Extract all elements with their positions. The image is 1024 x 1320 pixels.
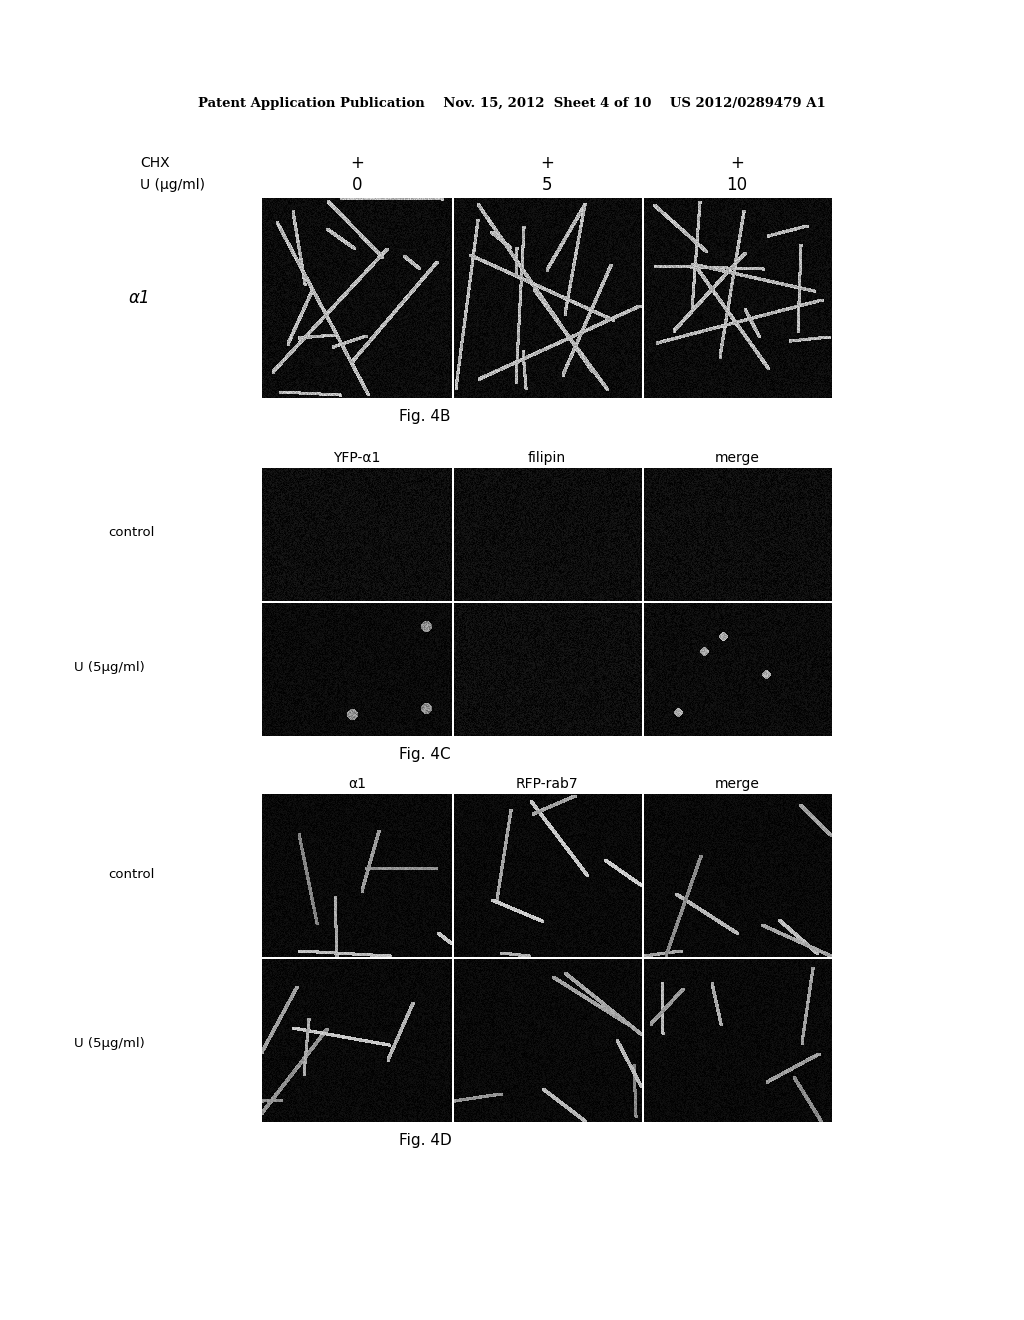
Text: +: + xyxy=(540,154,554,172)
Text: 0: 0 xyxy=(352,176,362,194)
Text: +: + xyxy=(350,154,364,172)
Text: YFP-α1: YFP-α1 xyxy=(334,451,381,465)
Text: α1: α1 xyxy=(348,777,366,791)
Text: merge: merge xyxy=(715,451,760,465)
Text: 5: 5 xyxy=(542,176,552,194)
Text: control: control xyxy=(109,867,155,880)
Text: filipin: filipin xyxy=(528,451,566,465)
Text: Fig. 4D: Fig. 4D xyxy=(398,1134,452,1148)
Text: merge: merge xyxy=(715,777,760,791)
Text: α1: α1 xyxy=(128,289,150,308)
Text: 10: 10 xyxy=(726,176,748,194)
Text: Fig. 4C: Fig. 4C xyxy=(399,747,451,763)
Text: Fig. 4B: Fig. 4B xyxy=(399,409,451,425)
Text: +: + xyxy=(730,154,744,172)
Text: RFP-rab7: RFP-rab7 xyxy=(516,777,579,791)
Text: U (μg/ml): U (μg/ml) xyxy=(140,178,205,191)
Text: U (5μg/ml): U (5μg/ml) xyxy=(75,1038,145,1051)
Text: control: control xyxy=(109,527,155,540)
Text: Patent Application Publication    Nov. 15, 2012  Sheet 4 of 10    US 2012/028947: Patent Application Publication Nov. 15, … xyxy=(198,98,826,111)
Text: CHX: CHX xyxy=(140,156,170,170)
Text: U (5μg/ml): U (5μg/ml) xyxy=(75,661,145,675)
